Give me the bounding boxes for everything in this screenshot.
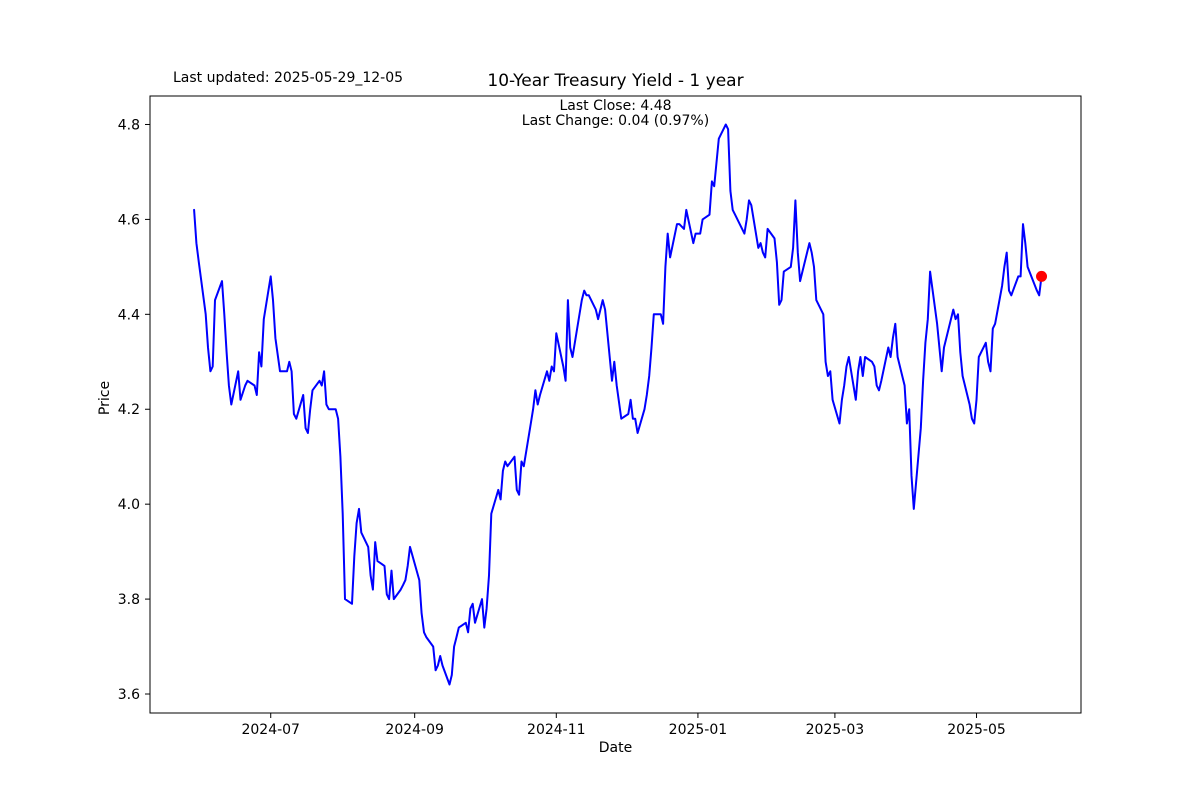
x-tick-label: 2025-03 (806, 722, 865, 738)
last-close-text: Last Close: 4.48 (559, 98, 672, 114)
y-tick-label: 4.0 (118, 497, 140, 513)
x-tick-label: 2024-11 (527, 722, 586, 738)
last-change-text: Last Change: 0.04 (0.97%) (521, 113, 710, 129)
y-tick-label: 4.6 (118, 212, 140, 228)
y-axis-label: Price (97, 380, 113, 416)
x-axis-label: Date (598, 740, 633, 756)
x-tick-label: 2024-09 (385, 722, 444, 738)
y-tick-label: 4.4 (118, 307, 140, 323)
y-tick-label: 4.2 (118, 402, 140, 418)
y-tick-label: 3.8 (118, 592, 140, 608)
yield-line (193, 123, 1043, 686)
y-tick-label: 3.6 (118, 687, 140, 703)
x-tick-label: 2025-01 (669, 722, 728, 738)
x-tick-label: 2024-07 (241, 722, 300, 738)
plot-border (149, 95, 1082, 714)
chart-title: 10-Year Treasury Yield - 1 year (487, 71, 744, 91)
x-tick-label: 2025-05 (947, 722, 1006, 738)
y-tick-label: 4.8 (118, 117, 140, 133)
last-point-marker (1036, 270, 1048, 282)
last-updated-text: Last updated: 2025-05-29_12-05 (173, 70, 404, 86)
chart-annotation: Last Close: 4.48 Last Change: 0.04 (0.97… (150, 99, 1081, 129)
